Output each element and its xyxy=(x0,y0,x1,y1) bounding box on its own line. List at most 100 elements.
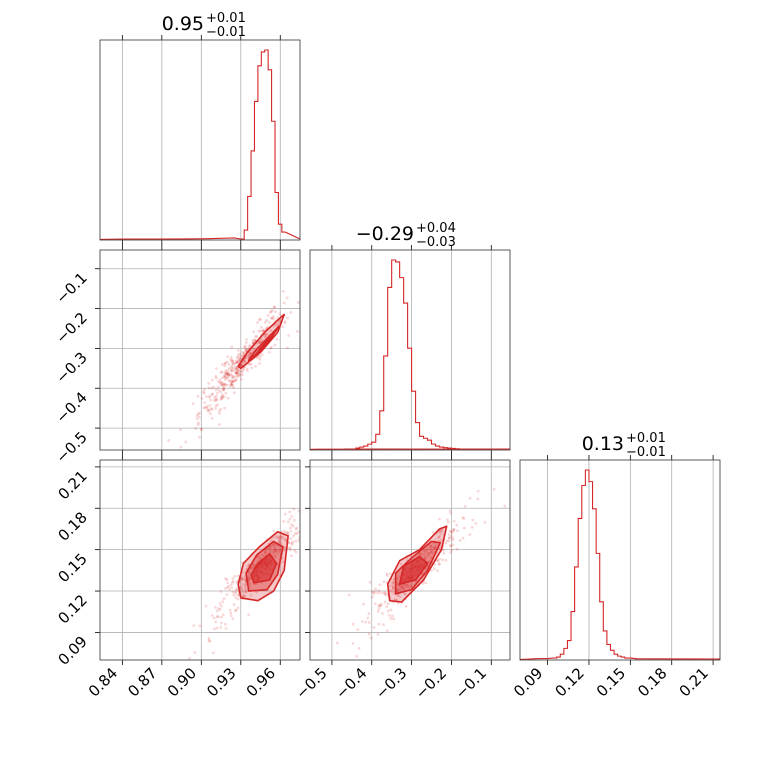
sample-point xyxy=(235,580,239,584)
param-title-1: −0.29 xyxy=(356,223,414,245)
sample-point xyxy=(430,551,434,555)
sample-point xyxy=(287,546,290,550)
sample-point xyxy=(229,583,233,587)
sample-point xyxy=(226,360,229,364)
sample-point xyxy=(228,608,232,612)
sample-point xyxy=(261,329,264,333)
sample-point xyxy=(273,343,277,347)
sample-point xyxy=(219,370,223,374)
scatter-cloud xyxy=(188,452,360,660)
sample-point xyxy=(210,407,213,410)
scatter-cloud xyxy=(167,272,317,449)
sample-point xyxy=(231,379,235,383)
sample-point xyxy=(217,607,220,610)
sample-point xyxy=(370,590,374,594)
sample-point xyxy=(476,497,480,501)
sample-point xyxy=(220,395,224,398)
sample-point xyxy=(308,507,311,510)
sample-point xyxy=(263,335,267,339)
sample-point xyxy=(239,373,242,377)
sample-point xyxy=(263,321,267,324)
sample-point xyxy=(392,586,396,589)
sample-point xyxy=(213,399,216,402)
sample-point xyxy=(432,547,436,551)
sample-point xyxy=(206,408,210,412)
sample-point xyxy=(444,541,448,545)
sample-point xyxy=(403,592,407,596)
sample-point xyxy=(430,568,433,572)
sample-point xyxy=(295,532,299,536)
sample-point xyxy=(377,606,381,610)
sample-point xyxy=(215,391,219,395)
sample-point xyxy=(483,520,487,524)
sample-point xyxy=(205,405,209,408)
sample-point xyxy=(215,376,218,380)
sample-point xyxy=(218,601,222,605)
sample-point xyxy=(273,544,277,548)
sample-point xyxy=(314,272,317,275)
x-tick-label: 0.90 xyxy=(164,664,200,700)
sample-point xyxy=(235,371,239,374)
panel-frame xyxy=(519,459,721,661)
param-title-upper-1: +0.04 xyxy=(416,221,456,236)
sample-point xyxy=(406,584,410,588)
sample-point xyxy=(357,452,360,455)
sample-point xyxy=(468,497,472,500)
sample-point xyxy=(248,577,252,581)
sample-point xyxy=(220,383,223,387)
sample-point xyxy=(200,396,204,400)
sample-point xyxy=(447,533,451,536)
sample-point xyxy=(242,351,246,355)
sample-point xyxy=(403,583,407,587)
sample-point xyxy=(389,608,393,612)
sample-point xyxy=(455,547,459,551)
sample-point xyxy=(265,318,268,322)
sample-point xyxy=(220,621,223,625)
sample-point xyxy=(294,550,298,554)
sample-point xyxy=(235,366,239,369)
sample-point xyxy=(269,539,273,543)
sample-point xyxy=(259,325,263,329)
sample-point xyxy=(213,606,217,609)
sample-point xyxy=(427,560,431,564)
sample-point xyxy=(268,310,272,314)
sample-point xyxy=(210,416,214,420)
sample-point xyxy=(258,340,262,344)
sample-point xyxy=(297,530,300,534)
sample-point xyxy=(471,518,475,522)
sample-point xyxy=(252,330,256,334)
sample-point xyxy=(256,356,259,360)
sample-point xyxy=(374,587,378,591)
sample-point xyxy=(291,540,294,544)
sample-point xyxy=(231,577,235,581)
sample-point xyxy=(377,604,381,607)
sample-point xyxy=(492,487,496,491)
sample-point xyxy=(437,517,441,521)
sample-point xyxy=(195,417,199,421)
sample-point xyxy=(235,373,239,377)
sample-point xyxy=(362,602,365,606)
sample-point xyxy=(292,507,296,511)
sample-point xyxy=(233,591,237,595)
sample-point xyxy=(241,577,245,581)
sample-point xyxy=(277,550,280,554)
sample-point xyxy=(250,350,254,354)
sample-point xyxy=(305,502,308,505)
sample-point xyxy=(247,613,250,617)
sample-point xyxy=(369,636,373,640)
sample-point xyxy=(223,383,227,387)
sample-point xyxy=(272,315,275,318)
sample-point xyxy=(231,590,235,594)
sample-point xyxy=(281,289,285,293)
sample-point xyxy=(373,602,377,606)
sample-point xyxy=(214,397,218,401)
sample-point xyxy=(224,371,228,375)
scatter-panel-2-0: 0.84 0.87 0.90 0.93 0.96 0.09 0.12 0.15 0.18 0.21 xyxy=(54,452,360,700)
sample-point xyxy=(231,366,235,370)
sample-point xyxy=(214,375,218,378)
sample-point xyxy=(258,329,262,333)
histogram-line xyxy=(519,469,721,660)
sample-point xyxy=(237,369,240,373)
sample-point xyxy=(234,609,237,612)
sample-point xyxy=(210,378,214,382)
